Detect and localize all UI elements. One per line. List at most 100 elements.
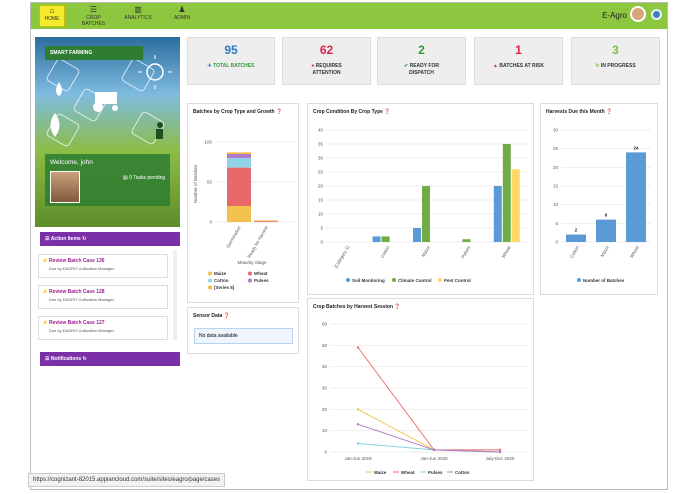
x-tick-label: Ready for Harvest	[246, 224, 269, 259]
nav-item-crop-batches[interactable]: ☰ CROP BATCHES	[75, 5, 112, 27]
drop-icon	[56, 82, 62, 96]
y-tick-label: 20	[318, 184, 324, 189]
app-window: ⌂ HOME ☰ CROP BATCHES ▥ ANALYTICS ♟ ADMIN E-Agr…	[30, 2, 668, 490]
y-tick-label: 25	[318, 170, 324, 175]
batches-by-crop-card: Batches by Crop Type and Growth ❓ 0 50 100…	[187, 103, 299, 303]
action-item[interactable]: ⚡ Review Batch Case 136 Due by EAGRO Culti…	[38, 254, 168, 278]
kpi-label: ● REQUIRES ATTENTION	[311, 63, 342, 76]
y-tick-label: 5	[555, 221, 558, 226]
harvests-due-card: Harvests Due this Month ❓ 0 5 10 15 20 25 30 2 C…	[540, 103, 658, 295]
legend-swatch	[208, 278, 212, 283]
legend-label: Climate Control	[398, 278, 432, 283]
data-point	[356, 442, 360, 445]
legend-label: Pulses	[254, 278, 269, 283]
data-label: 2	[575, 228, 578, 233]
x-tick-label: Wheat	[629, 244, 640, 258]
bar	[626, 152, 646, 242]
analytics-icon: ▥	[134, 5, 142, 14]
kpi-icon: ●	[311, 63, 316, 69]
notifications-title: Notifications	[50, 356, 82, 362]
legend-label: Wheat	[401, 470, 415, 475]
user-avatar[interactable]	[630, 6, 646, 22]
y-tick-label: 0	[209, 220, 212, 225]
x-tick-label: Cotton	[380, 245, 391, 259]
chart-title: Batches by Crop Type and Growth ❓	[193, 109, 283, 115]
user-photo	[50, 171, 80, 203]
kpi-card[interactable]: 1 ▲ BATCHES AT RISK	[474, 37, 563, 85]
help-icon: ❓	[275, 109, 283, 115]
x-tick-label: Jan-Jun 2020	[420, 456, 448, 461]
line-chart: 0 10 20 30 40 50 60 Jan-Jun 2019 Jan-Jun 2020 Jul…	[322, 322, 528, 475]
bar	[462, 239, 471, 242]
data-point	[356, 346, 360, 349]
y-tick-label: 40	[318, 128, 324, 133]
tasks-pending[interactable]: ▤ 0 Tasks pending	[123, 175, 166, 181]
kpi-label: ✈ TOTAL BATCHES	[207, 63, 255, 69]
welcome-text: Welcome, john	[50, 159, 93, 166]
data-point	[356, 408, 360, 411]
action-item-title[interactable]: Review Batch Case 136	[49, 258, 105, 264]
y-tick-label: 40	[322, 364, 328, 369]
kpi-label: ✔ READY FOR DISPATCH	[404, 63, 439, 76]
legend-swatch	[248, 271, 252, 276]
series-line	[357, 423, 501, 453]
settings-icon[interactable]	[651, 9, 662, 20]
nav-item-analytics[interactable]: ▥ ANALYTICS	[121, 5, 155, 27]
farming-illustration	[50, 55, 172, 139]
kpi-value: 62	[319, 43, 334, 57]
data-point	[498, 448, 502, 452]
nav-label: ADMIN	[173, 15, 191, 21]
batches-by-session-card: Crop Batches by Harvest Session ❓ 0 10 20 3…	[307, 298, 534, 481]
nav-item-admin[interactable]: ♟ ADMIN	[169, 5, 195, 27]
bar-segment	[227, 167, 251, 206]
help-icon: ❓	[606, 109, 613, 115]
y-tick-label: 20	[553, 165, 559, 170]
legend-swatch	[392, 278, 396, 282]
refresh-icon[interactable]: ↻	[82, 236, 87, 242]
chart-title: Harvests Due this Month ❓	[546, 109, 613, 115]
legend-label: [Series 5]	[214, 285, 235, 290]
welcome-card: Welcome, john ▤ 0 Tasks pending	[45, 154, 170, 206]
bar-segment	[254, 220, 278, 222]
kpi-value: 95	[224, 43, 238, 57]
y-tick-label: 35	[318, 142, 324, 147]
kpi-card[interactable]: 2 ✔ READY FOR DISPATCH	[377, 37, 466, 85]
legend-label: Maize	[374, 470, 387, 475]
series-line	[357, 347, 500, 451]
data-point	[432, 448, 436, 452]
action-item-title[interactable]: Review Batch Case 127	[49, 320, 105, 326]
harvests-due-chart: 0 5 10 15 20 25 30 2 Cotton 6 Maize 24 Wheat Number o…	[553, 128, 651, 283]
farmer-icon	[157, 122, 163, 128]
bar	[493, 186, 502, 242]
action-item-subtitle: Due by EAGRO Cultivation Manager	[49, 297, 114, 302]
legend-swatch	[208, 285, 212, 290]
bar-segment	[227, 154, 251, 158]
status-url: https://cognizant-82015.appiancloud.com/…	[28, 473, 226, 487]
action-item[interactable]: ⚡ Review Batch Case 127 Due by EAGRO Culti…	[38, 316, 168, 340]
nav-label: HOME	[44, 16, 60, 22]
nav-item-home[interactable]: ⌂ HOME	[39, 5, 65, 27]
data-point	[356, 423, 360, 426]
data-point	[498, 450, 502, 454]
admin-icon: ♟	[178, 5, 186, 14]
kpi-card[interactable]: 62 ● REQUIRES ATTENTION	[282, 37, 371, 85]
bolt-icon: ⚡	[42, 258, 49, 264]
kpi-card[interactable]: 95 ✈ TOTAL BATCHES	[187, 37, 275, 85]
leaf-icon	[50, 113, 60, 137]
bar	[596, 219, 616, 242]
action-item[interactable]: ⚡ Review Batch Case 128 Due by EAGRO Culti…	[38, 285, 168, 309]
refresh-icon[interactable]: ↻	[82, 356, 87, 362]
kpi-card[interactable]: 3 ↻ IN PROGRESS	[571, 37, 660, 85]
bolt-icon: ⚡	[42, 289, 49, 295]
bar	[511, 169, 520, 242]
bar-segment	[227, 206, 251, 222]
home-icon: ⌂	[49, 6, 55, 15]
y-tick-label: 20	[322, 407, 328, 412]
x-tick-label: Germination	[225, 225, 242, 249]
action-items-scrollbar[interactable]	[173, 250, 177, 340]
x-tick-label: July-Dec 2020	[486, 456, 515, 461]
action-item-title[interactable]: Review Batch Case 128	[49, 289, 105, 295]
bar-segment	[227, 158, 251, 168]
list-icon: ☰	[89, 5, 98, 14]
bar-segment	[254, 221, 278, 222]
